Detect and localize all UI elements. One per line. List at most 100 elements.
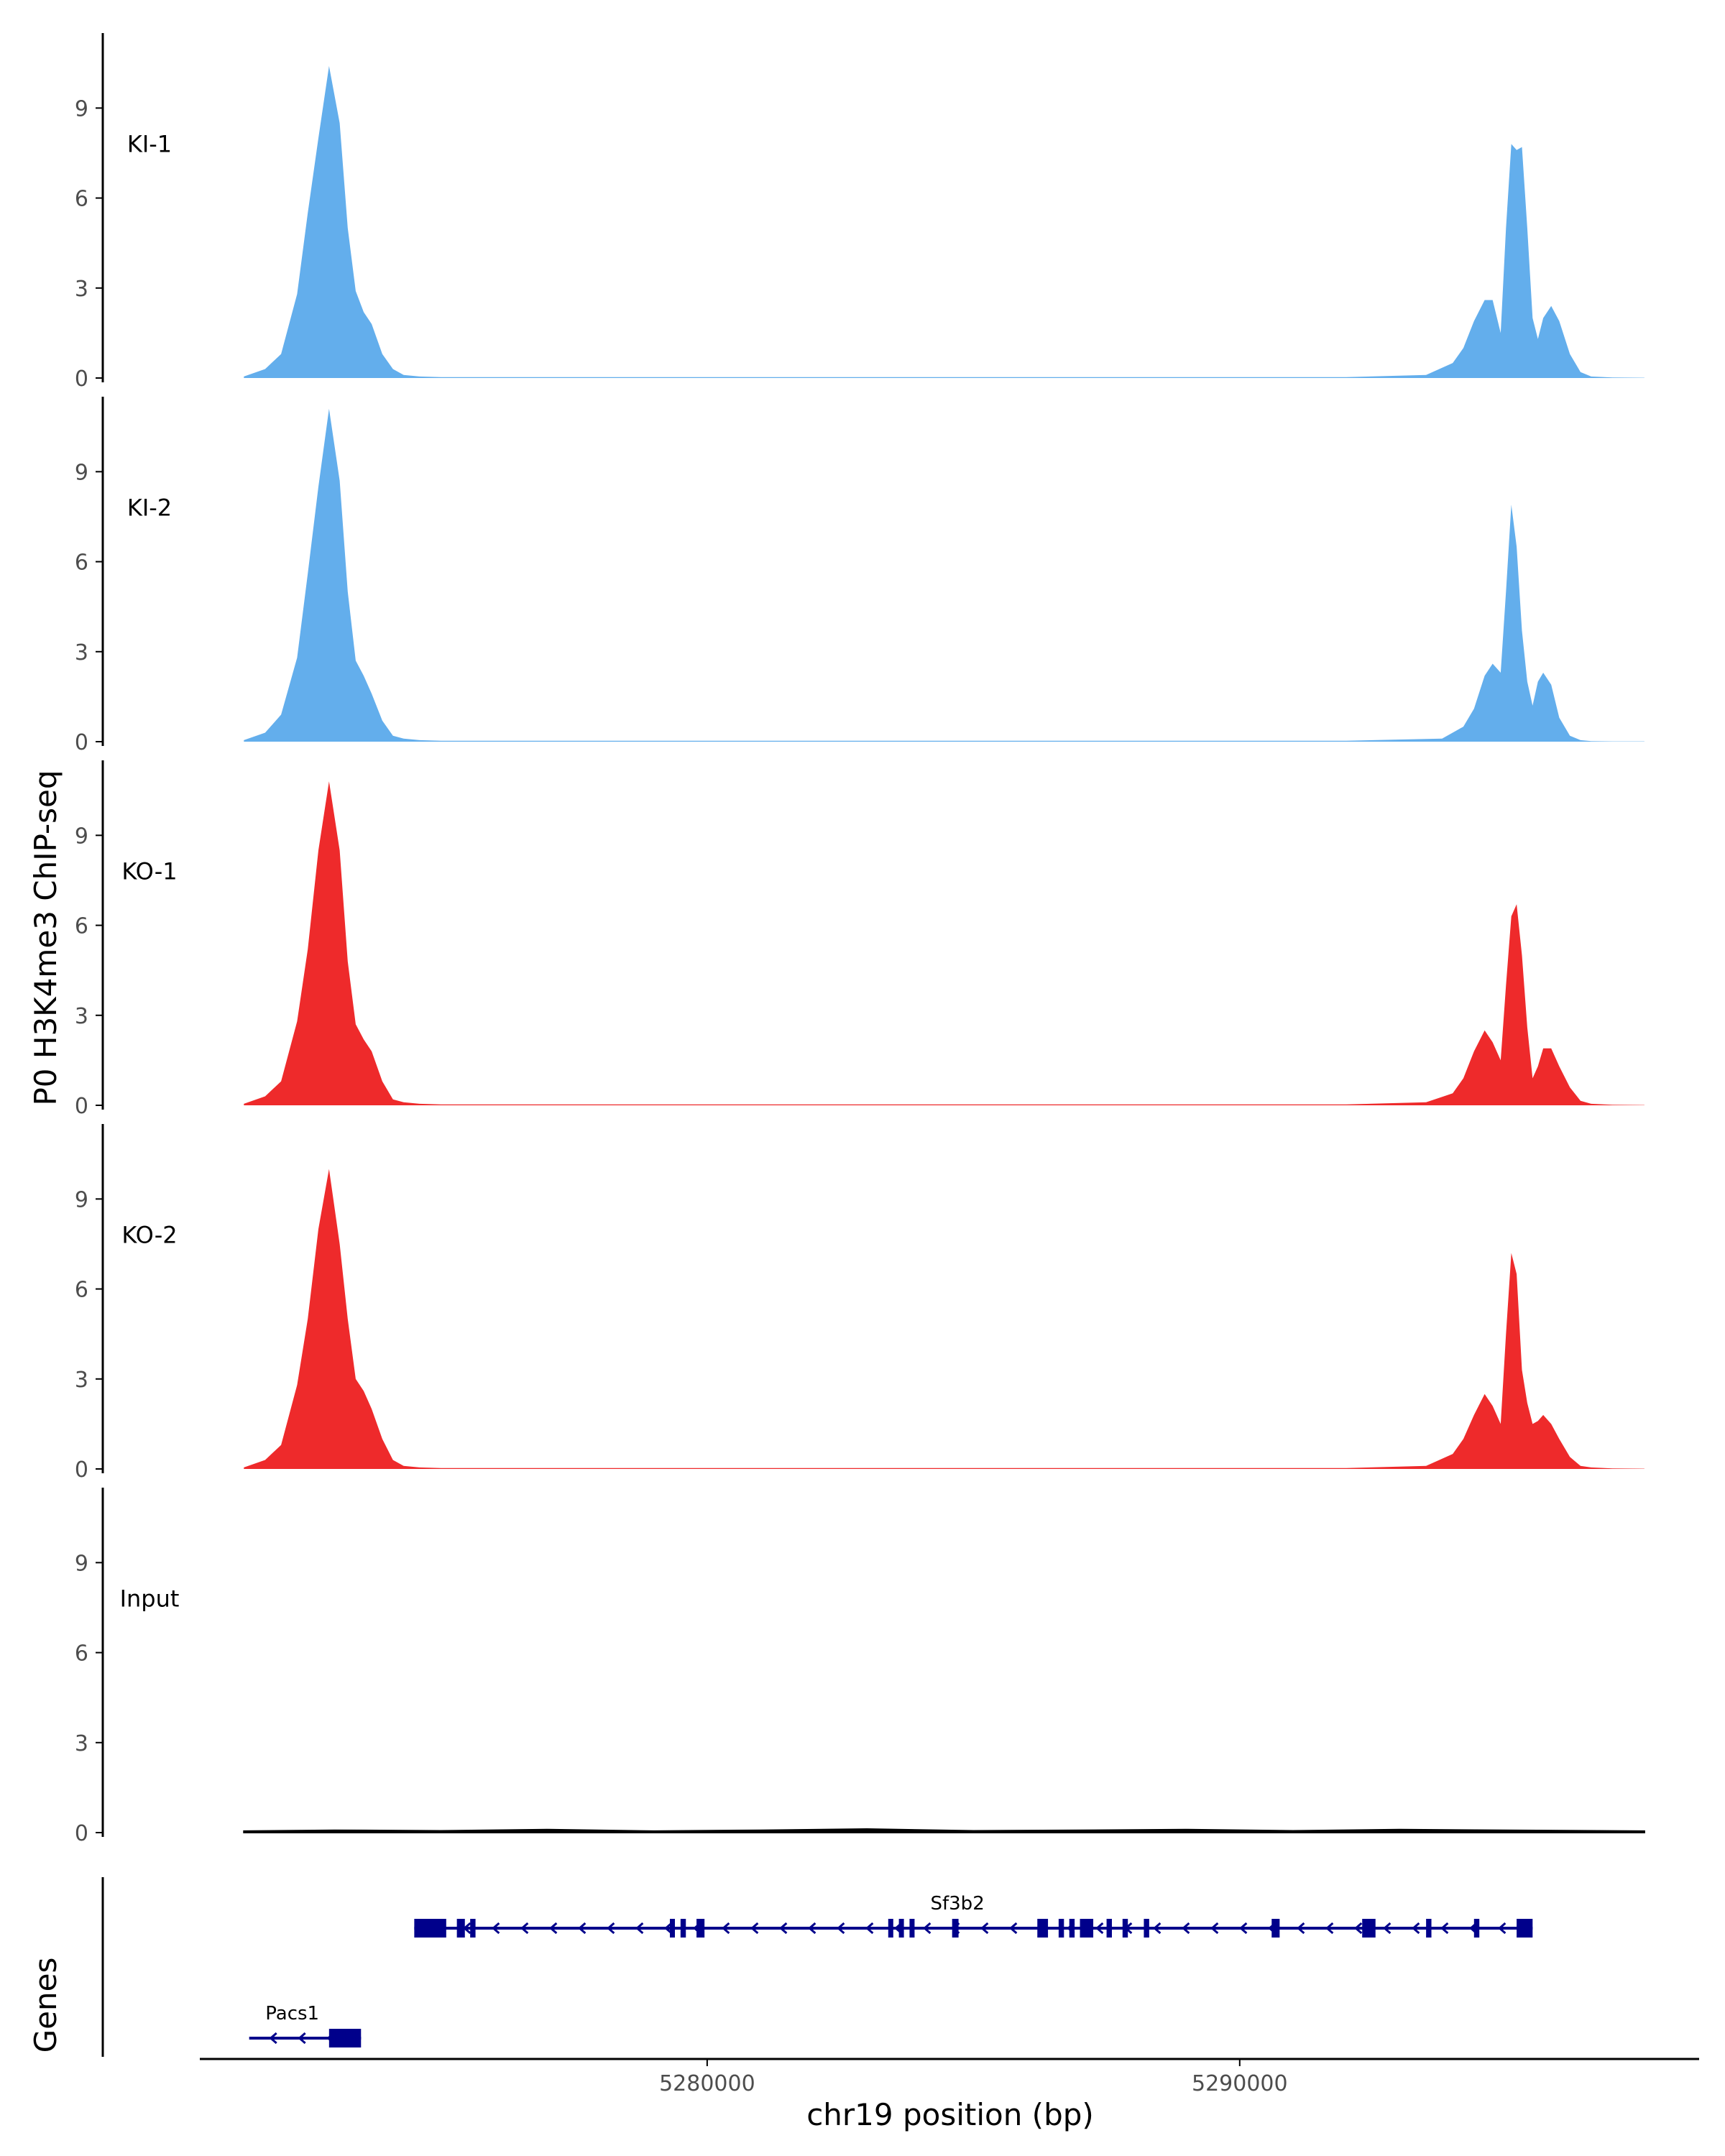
y-tick-label: 6 xyxy=(75,187,88,212)
y-tick-label: 3 xyxy=(75,1368,88,1393)
strand-arrow xyxy=(808,1922,816,1935)
y-tick-label: 9 xyxy=(75,1551,88,1576)
strand-arrow xyxy=(1009,1922,1018,1935)
y-tick-label: 9 xyxy=(75,96,88,121)
y-tick-label: 0 xyxy=(75,367,88,392)
y-tick-label: 6 xyxy=(75,914,88,939)
exon xyxy=(898,1919,904,1938)
track-label: KO-2 xyxy=(121,1222,177,1249)
signal-area-input xyxy=(243,1828,1645,1833)
y-tick-label: 3 xyxy=(75,1731,88,1756)
exon xyxy=(414,1919,446,1938)
y-tick-label: 9 xyxy=(75,824,88,849)
strand-arrow xyxy=(1095,1922,1104,1935)
genes-axis-title: Genes xyxy=(28,1958,63,2053)
exon xyxy=(888,1919,893,1938)
gene-sf3b2: Sf3b2 xyxy=(414,1893,1533,1938)
exon xyxy=(1144,1919,1149,1938)
exon xyxy=(1037,1919,1049,1938)
strand-arrow xyxy=(1210,1922,1219,1935)
exon xyxy=(1069,1919,1075,1938)
exon xyxy=(670,1919,676,1938)
strand-arrow xyxy=(865,1922,874,1935)
strand-arrow xyxy=(1412,1922,1420,1935)
track-ki-2: 0 3 6 9 KI-2 xyxy=(75,397,1644,755)
strand-arrow xyxy=(664,1922,673,1935)
track-label: KI-1 xyxy=(127,131,172,158)
signal-tracks: 0 3 6 9 KI-1 0 3 6 9 KI-2 0 3 6 9 KO-1 0 3 6 9 KO-2 0 3 6 9 Inpu… xyxy=(75,33,1645,1846)
exon xyxy=(470,1919,476,1938)
exon xyxy=(909,1919,915,1938)
signal-area-ki-2 xyxy=(244,408,1644,742)
strand-arrow xyxy=(837,1922,845,1935)
strand-arrow xyxy=(779,1922,788,1935)
exon xyxy=(1517,1919,1533,1938)
exon xyxy=(1426,1919,1432,1938)
strand-arrow xyxy=(492,1922,500,1935)
gene-track: Sf3b2 Pacs1 xyxy=(101,1877,1533,2057)
strand-arrow xyxy=(1325,1922,1334,1935)
exon xyxy=(1271,1919,1280,1938)
track-label: Input xyxy=(120,1585,180,1613)
exon xyxy=(1362,1919,1376,1938)
exon xyxy=(456,1919,465,1938)
strand-arrow xyxy=(607,1922,615,1935)
y-tick-label: 0 xyxy=(75,1457,88,1483)
track-label: KI-2 xyxy=(127,494,172,522)
y-tick-label: 0 xyxy=(75,1821,88,1846)
strand-arrow xyxy=(1297,1922,1305,1935)
exon xyxy=(1080,1919,1094,1938)
y-tick-label: 9 xyxy=(75,1187,88,1212)
strand-arrow xyxy=(923,1922,932,1935)
strand-arrow xyxy=(269,2032,277,2045)
exon xyxy=(952,1919,959,1938)
gene-label: Pacs1 xyxy=(265,2003,319,2024)
track-input: 0 3 6 9 Input xyxy=(75,1488,1645,1846)
strand-arrow xyxy=(298,2032,306,2045)
strand-arrow xyxy=(1153,1922,1162,1935)
strand-arrow xyxy=(750,1922,759,1935)
exon xyxy=(1473,1919,1480,1938)
y-tick-label: 6 xyxy=(75,1641,88,1667)
y-tick-label: 3 xyxy=(75,640,88,665)
x-tick-label: 5280000 xyxy=(659,2071,755,2096)
strand-arrow xyxy=(1440,1922,1449,1935)
exon xyxy=(696,1919,705,1938)
y-tick-label: 0 xyxy=(75,730,88,755)
strand-arrow xyxy=(1498,1922,1506,1935)
exon xyxy=(1106,1919,1112,1938)
signal-area-ki-1 xyxy=(244,65,1644,379)
track-ko-1: 0 3 6 9 KO-1 xyxy=(75,760,1644,1119)
signal-area-ko-2 xyxy=(244,1169,1644,1469)
gene-pacs1: Pacs1 xyxy=(249,2003,362,2047)
track-ki-1: 0 3 6 9 KI-1 xyxy=(75,33,1644,392)
strand-arrow xyxy=(1354,1922,1363,1935)
y-tick-label: 6 xyxy=(75,550,88,576)
track-ko-2: 0 3 6 9 KO-2 xyxy=(75,1124,1644,1483)
strand-arrow xyxy=(635,1922,644,1935)
y-tick-label: 6 xyxy=(75,1278,88,1303)
exon xyxy=(328,2029,362,2047)
y-tick-label: 0 xyxy=(75,1094,88,1119)
x-axis: 5280000 5290000 xyxy=(200,2058,1699,2096)
strand-arrow xyxy=(1182,1922,1190,1935)
x-axis-title: chr19 position (bp) xyxy=(806,2097,1094,2132)
strand-arrow xyxy=(549,1922,558,1935)
y-tick-label: 3 xyxy=(75,1004,88,1029)
strand-arrow xyxy=(722,1922,730,1935)
x-tick-label: 5290000 xyxy=(1192,2071,1288,2096)
y-axis-title: P0 H3K4me3 ChIP-seq xyxy=(28,770,63,1105)
gene-label: Sf3b2 xyxy=(930,1893,984,1915)
exon xyxy=(1058,1919,1064,1938)
exon xyxy=(1122,1919,1128,1938)
strand-arrow xyxy=(1239,1922,1248,1935)
track-label: KO-1 xyxy=(121,858,177,885)
signal-area-ko-1 xyxy=(244,781,1644,1105)
exon xyxy=(680,1919,686,1938)
y-tick-label: 3 xyxy=(75,277,88,302)
strand-arrow xyxy=(980,1922,989,1935)
strand-arrow xyxy=(520,1922,529,1935)
strand-arrow xyxy=(578,1922,586,1935)
y-tick-label: 9 xyxy=(75,460,88,485)
